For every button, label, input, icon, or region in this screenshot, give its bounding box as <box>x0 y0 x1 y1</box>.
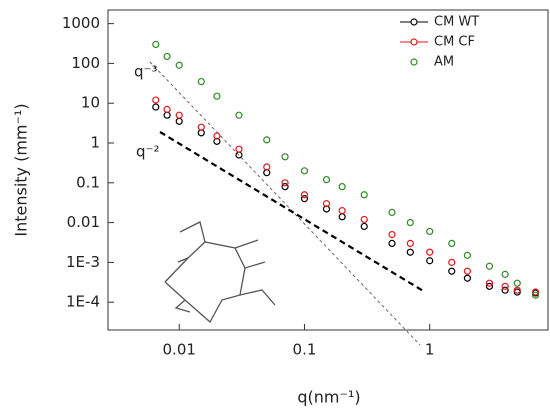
data-point <box>406 239 414 248</box>
data-point <box>281 179 289 187</box>
data-point <box>426 257 434 265</box>
x-axis-title: q(nm⁻¹) <box>297 388 360 407</box>
data-point <box>406 248 414 256</box>
data-point <box>300 195 309 203</box>
data-point <box>322 200 331 208</box>
data-point <box>360 215 368 224</box>
legend-marker <box>410 58 418 66</box>
data-point <box>531 288 540 296</box>
data-point <box>213 137 221 145</box>
data-point <box>501 270 509 278</box>
data-point <box>388 239 396 248</box>
data-point <box>338 207 346 215</box>
data-point <box>406 218 414 227</box>
data-point <box>360 222 368 231</box>
data-point <box>360 191 368 199</box>
data-point <box>463 274 472 282</box>
legend-marker <box>410 18 418 26</box>
data-point <box>448 258 456 266</box>
data-point <box>213 132 221 140</box>
x-tick-label: 0.01 <box>163 341 196 359</box>
data-point <box>388 208 396 217</box>
data-point <box>235 145 243 153</box>
data-point <box>322 205 331 213</box>
data-point <box>485 262 494 270</box>
reference-line-q3 <box>149 61 421 346</box>
data-point <box>175 117 183 125</box>
x-tick-label: 0.1 <box>293 341 317 359</box>
y-tick-label: 0.1 <box>76 173 100 191</box>
data-point <box>338 213 346 221</box>
data-point <box>300 191 309 199</box>
y-tick-label: 1000 <box>62 14 100 32</box>
data-point <box>213 92 221 100</box>
y-axis-title: Intensity (mm⁻¹) <box>12 103 31 236</box>
network-sketch <box>164 221 276 324</box>
data-point <box>463 267 472 275</box>
data-point <box>501 282 509 290</box>
data-point <box>197 77 205 86</box>
data-point <box>163 105 171 113</box>
y-tick-label: 0.01 <box>67 213 100 231</box>
data-point <box>501 286 509 294</box>
y-tick-label: 1 <box>90 134 100 152</box>
legend-label: AM <box>434 55 454 70</box>
data-point <box>263 136 271 144</box>
annotation: q⁻² <box>136 143 159 161</box>
data-point <box>426 248 434 256</box>
data-point <box>463 251 472 259</box>
data-point <box>197 123 205 131</box>
data-point <box>235 111 243 119</box>
data-point <box>263 163 271 171</box>
y-tick-label: 10 <box>81 94 100 112</box>
legend-label: CM CF <box>434 35 475 50</box>
data-point <box>338 183 346 191</box>
data-point <box>281 153 289 161</box>
data-point <box>175 61 183 69</box>
x-tick-label: 1 <box>425 341 435 359</box>
data-point <box>513 286 521 294</box>
data-point <box>513 279 521 287</box>
annotation: q⁻³ <box>134 63 157 81</box>
data-point <box>388 230 396 239</box>
data-point <box>531 291 540 299</box>
data-point <box>448 267 456 275</box>
data-point <box>152 40 160 49</box>
y-tick-label: 100 <box>71 54 100 72</box>
data-point <box>163 52 171 61</box>
legend-marker <box>410 38 418 46</box>
data-point <box>152 103 160 111</box>
data-point <box>485 279 494 287</box>
y-tick-label: 1E-3 <box>66 253 100 271</box>
plot-frame <box>107 9 549 331</box>
data-point <box>175 111 183 119</box>
y-tick-label: 1E-4 <box>66 293 100 311</box>
data-point <box>300 167 309 175</box>
legend-label: CM WT <box>434 15 479 30</box>
data-point <box>163 111 171 119</box>
data-point <box>448 239 456 248</box>
data-point <box>322 176 331 184</box>
data-point <box>485 282 494 290</box>
data-point <box>152 96 160 104</box>
data-point <box>426 227 434 236</box>
data-point <box>281 183 289 191</box>
reference-line-q2 <box>159 131 426 293</box>
